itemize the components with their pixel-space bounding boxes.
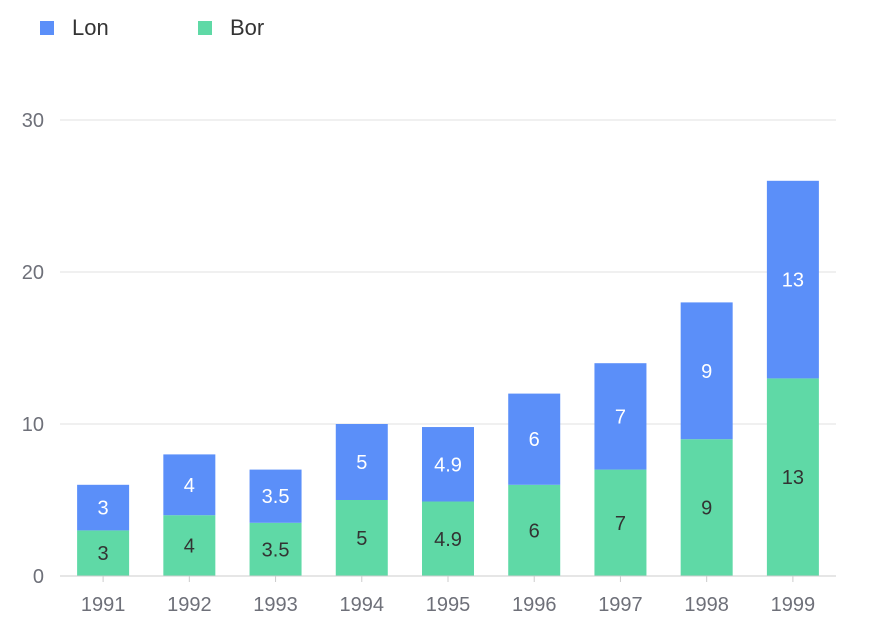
x-tick-label: 1998 xyxy=(684,594,729,616)
data-label-bor-1996: 6 xyxy=(529,520,540,542)
bar-lon-1999[interactable] xyxy=(766,180,819,379)
data-label-lon-1996: 6 xyxy=(529,429,540,451)
data-labels: 3 3 4 4 3.5 3.5 5 5 4.9 4.9 6 6 7 7 9 9 13 13 xyxy=(98,270,804,566)
x-axis: 1991 1992 1993 1994 1995 1996 1997 1998 1999 xyxy=(60,575,836,616)
bar-lon-1993[interactable] xyxy=(249,469,302,523)
x-tick-label: 1992 xyxy=(167,594,212,616)
x-tick-label: 1996 xyxy=(512,594,557,616)
data-label-bor-1992: 4 xyxy=(184,536,195,558)
bars xyxy=(77,180,819,576)
data-label-bor-1999: 13 xyxy=(782,467,804,489)
bar-bor-1993[interactable] xyxy=(249,522,302,576)
data-label-lon-1999: 13 xyxy=(782,270,804,292)
x-tick-label: 1997 xyxy=(598,594,643,616)
data-label-bor-1997: 7 xyxy=(615,513,626,535)
y-tick-label: 30 xyxy=(22,110,44,132)
data-label-lon-1992: 4 xyxy=(184,475,195,497)
data-label-bor-1991: 3 xyxy=(98,543,109,565)
data-label-lon-1997: 7 xyxy=(615,406,626,428)
x-tick-label: 1999 xyxy=(771,594,816,616)
bar-lon-1991[interactable] xyxy=(77,484,130,531)
legend-swatch-lon[interactable] xyxy=(40,21,54,35)
legend: Lon Bor xyxy=(40,15,264,40)
data-label-lon-1991: 3 xyxy=(98,498,109,520)
bar-bor-1992[interactable] xyxy=(163,515,216,576)
data-label-lon-1995: 4.9 xyxy=(434,454,462,476)
bar-bor-1994[interactable] xyxy=(335,500,388,576)
y-axis-ticks: 0 10 20 30 xyxy=(22,110,44,588)
bar-lon-1992[interactable] xyxy=(163,454,216,516)
data-label-lon-1998: 9 xyxy=(701,361,712,383)
y-tick-label: 20 xyxy=(22,262,44,284)
y-tick-label: 0 xyxy=(33,566,44,588)
data-label-lon-1993: 3.5 xyxy=(262,486,290,508)
data-label-lon-1994: 5 xyxy=(356,452,367,474)
x-tick-label: 1994 xyxy=(340,594,385,616)
bar-bor-1995[interactable] xyxy=(422,501,474,576)
bar-lon-1996[interactable] xyxy=(508,393,561,485)
bar-bor-1997[interactable] xyxy=(594,469,647,576)
legend-swatch-bor[interactable] xyxy=(198,21,212,35)
data-label-bor-1995: 4.9 xyxy=(434,529,462,551)
bar-lon-1994[interactable] xyxy=(335,424,388,500)
bar-lon-1995[interactable] xyxy=(422,427,474,502)
data-label-bor-1994: 5 xyxy=(356,528,367,550)
x-tick-label: 1993 xyxy=(253,594,298,616)
data-label-bor-1998: 9 xyxy=(701,498,712,520)
bar-lon-1997[interactable] xyxy=(594,363,647,470)
bar-bor-1996[interactable] xyxy=(508,484,561,576)
bar-bor-1998[interactable] xyxy=(680,439,733,576)
legend-label-bor[interactable]: Bor xyxy=(230,15,264,40)
bar-lon-1998[interactable] xyxy=(680,302,733,440)
bar-bor-1999[interactable] xyxy=(766,378,819,576)
x-tick-label: 1995 xyxy=(426,594,471,616)
x-tick-label: 1991 xyxy=(81,594,126,616)
data-label-bor-1993: 3.5 xyxy=(262,539,290,561)
y-tick-label: 10 xyxy=(22,414,44,436)
legend-label-lon[interactable]: Lon xyxy=(72,15,109,40)
bar-bor-1991[interactable] xyxy=(77,530,130,576)
